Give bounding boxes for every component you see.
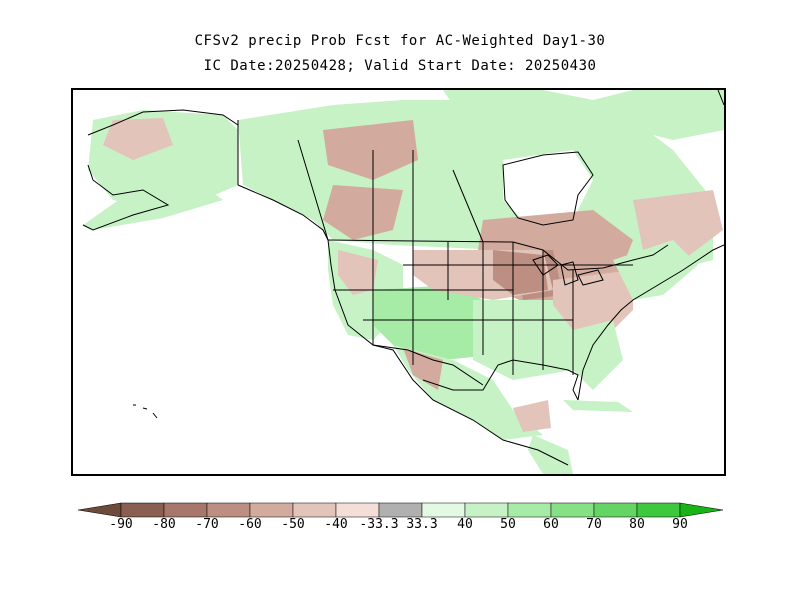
legend-bin: [636, 502, 681, 518]
legend-tick-label: -60: [238, 517, 262, 532]
coastline-pacific: [237, 184, 569, 466]
hudson-bay-shore: [502, 151, 594, 226]
region-arctic-islands: [443, 90, 724, 140]
greenland-edge: [717, 90, 724, 106]
coastline-atlantic: [577, 244, 724, 401]
legend-tick-label: 33.3: [406, 517, 438, 532]
border-us-canada: [327, 239, 669, 271]
border-us-mexico: [372, 344, 484, 386]
region-southeast-green: [573, 320, 623, 390]
chart-title: CFSv2 precip Prob Fcst for AC-Weighted D…: [194, 33, 606, 49]
legend-tick-label: 40: [457, 517, 473, 532]
region-southwest-green: [373, 285, 493, 360]
region-yucatan: [513, 400, 551, 432]
legend-tick-label: 80: [629, 517, 645, 532]
legend-tick-label: 60: [543, 517, 559, 532]
legend-tick-label: 50: [500, 517, 516, 532]
legend-bin: [163, 502, 208, 518]
legend-tick-label: -90: [109, 517, 133, 532]
legend-tick-label: -70: [195, 517, 219, 532]
great-lakes: [532, 254, 604, 286]
region-alaska-brown: [103, 118, 173, 160]
state-lines: [333, 240, 633, 375]
legend-bin: [249, 502, 294, 518]
legend-bin: [335, 502, 380, 518]
region-alaska-peninsula: [83, 185, 223, 230]
chart-subtitle: IC Date:20250428; Valid Start Date: 2025…: [203, 58, 597, 74]
coastline-alaska: [82, 109, 239, 231]
legend-bin: [378, 502, 423, 518]
legend-arrow-left: [77, 502, 122, 518]
legend-colorbar: [77, 500, 724, 520]
legend-bin: [464, 502, 509, 518]
legend-tick-label: -50: [281, 517, 305, 532]
legend-bin: [292, 502, 337, 518]
legend-tick-label: -40: [324, 517, 348, 532]
legend-bin: [206, 502, 251, 518]
region-central-america: [528, 435, 573, 474]
region-canada-brown-1: [323, 120, 418, 180]
region-canada-brown-2: [323, 185, 403, 240]
colorbar-svg: [77, 502, 724, 518]
legend-bin: [550, 502, 595, 518]
province-lines: [237, 120, 484, 243]
legend-bin: [421, 502, 466, 518]
legend-bin: [507, 502, 552, 518]
map-panel: [71, 88, 726, 476]
coastline-gulf: [422, 359, 579, 401]
region-west-us-brown: [338, 250, 378, 295]
legend-tick-label: -80: [152, 517, 176, 532]
legend-tick-label: 70: [586, 517, 602, 532]
legend-bin: [120, 502, 165, 518]
region-northeast-green: [613, 240, 698, 300]
hawaii: [133, 404, 158, 419]
north-america-map: [82, 90, 724, 474]
region-cuba: [563, 400, 633, 412]
legend-tick-label: 90: [672, 517, 688, 532]
legend-tick-labels: -90 -80 -70 -60 -50 -40 -33.3 33.3 40 50 60 70 80 90: [0, 517, 800, 537]
region-hudson-bay: [503, 150, 593, 220]
legend-arrow-right: [679, 502, 724, 518]
region-quebec-brown: [633, 190, 723, 260]
legend-tick-label: -33.3: [359, 517, 399, 532]
legend-bin: [593, 502, 638, 518]
